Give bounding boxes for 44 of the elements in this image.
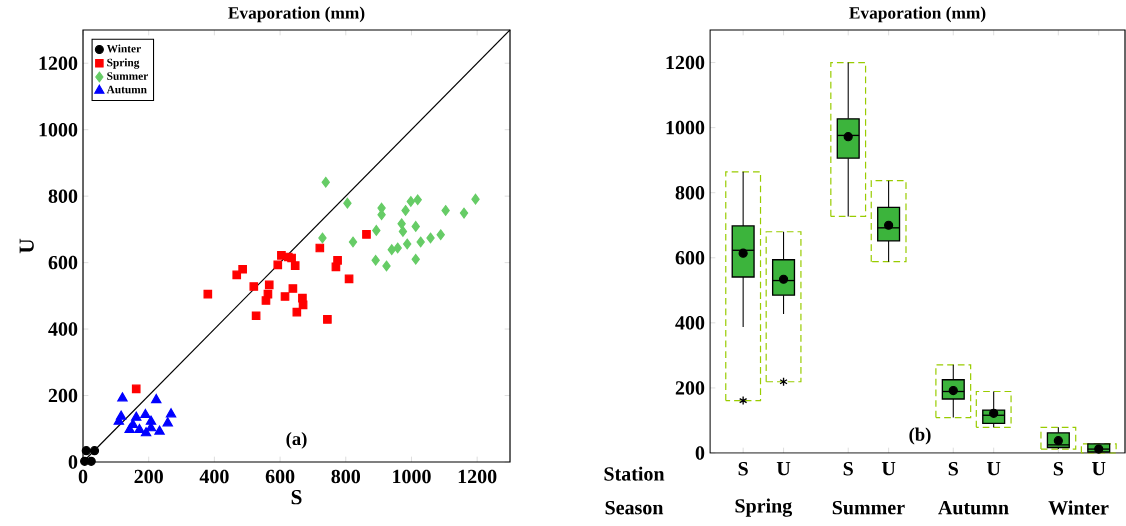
- x-tick-label: 1000: [393, 469, 431, 484]
- y-tick-label: 800: [48, 189, 78, 203]
- x-tick-label: S: [738, 462, 748, 476]
- x-tick-label: S: [1053, 462, 1064, 476]
- y-tick-label: 600: [48, 255, 78, 270]
- y-tick-label: 200: [675, 381, 705, 395]
- chart-title: Evaporation (mm): [849, 6, 986, 23]
- x-tick-label: S: [843, 462, 853, 476]
- annotation: (a): [286, 431, 307, 449]
- x-tick-label: 800: [331, 469, 361, 484]
- y-tick-label: 800: [675, 185, 705, 200]
- y-tick-label: 200: [48, 388, 78, 403]
- y-tick-label: 1000: [39, 122, 78, 137]
- text: Spring: [735, 498, 793, 517]
- y-axis-title: U: [19, 238, 34, 254]
- x-tick-label: U: [1092, 462, 1106, 476]
- x-tick-label: S: [948, 462, 958, 476]
- legend-label: Autumn: [106, 85, 147, 94]
- annotation: (b): [909, 427, 931, 445]
- x-tick-label: 200: [134, 469, 163, 484]
- text: Winter: [1048, 500, 1109, 515]
- legend-label: Summer: [107, 72, 148, 80]
- x-tick-label: 0: [78, 469, 88, 484]
- x-tick-label: U: [881, 462, 896, 476]
- y-tick-label: 1200: [666, 55, 705, 70]
- text: Summer: [832, 500, 905, 515]
- legend-label: Winter: [106, 44, 141, 53]
- chart-title: Evaporation (mm): [228, 6, 365, 23]
- y-tick-label: 600: [675, 251, 705, 265]
- y-tick-label: 1200: [39, 56, 78, 70]
- y-tick-label: 400: [675, 316, 705, 330]
- text: Autumn: [938, 500, 1009, 515]
- x-tick-label: 600: [265, 469, 295, 484]
- y-tick-label: 1000: [666, 120, 705, 135]
- x-tick-label: 400: [199, 469, 229, 484]
- y-tick-label: 0: [695, 446, 705, 460]
- legend-label: Spring: [107, 58, 140, 69]
- text: Season: [605, 500, 664, 515]
- text: Station: [604, 466, 665, 481]
- x-tick-label: U: [986, 462, 1001, 476]
- y-tick-label: 400: [48, 322, 78, 336]
- x-axis-title: S: [291, 490, 302, 505]
- x-tick-label: 1200: [458, 469, 497, 484]
- x-tick-label: U: [776, 462, 791, 476]
